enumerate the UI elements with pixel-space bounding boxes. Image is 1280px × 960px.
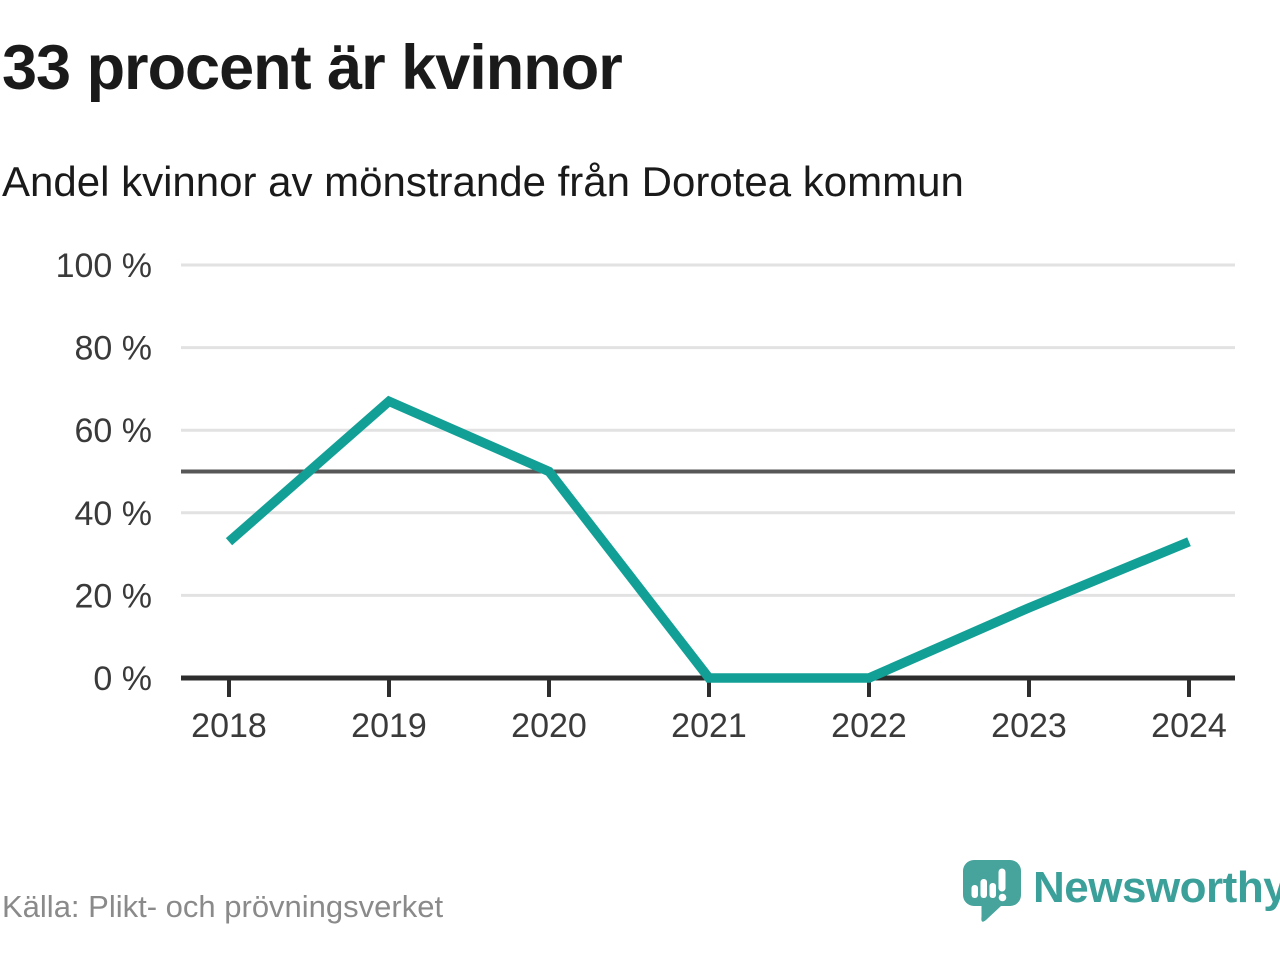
x-tick-label: 2024 xyxy=(1151,707,1227,745)
logo-bar-tall xyxy=(980,879,987,898)
x-tick-label: 2019 xyxy=(351,707,427,745)
y-tick-label: 0 % xyxy=(93,660,152,698)
x-tick-label: 2022 xyxy=(831,707,907,745)
x-tick-label: 2018 xyxy=(191,707,267,745)
brand-name: Newsworthy xyxy=(1033,863,1280,912)
y-tick-label: 40 % xyxy=(75,495,153,533)
logo-exclamation-bar xyxy=(998,868,1006,892)
y-tick-label: 60 % xyxy=(75,412,153,450)
source-attribution: Källa: Plikt- och prövningsverket xyxy=(2,889,444,924)
x-tick-label: 2023 xyxy=(991,707,1067,745)
y-tick-label: 20 % xyxy=(75,577,153,615)
y-tick-label: 80 % xyxy=(75,330,153,368)
logo-bar-medium xyxy=(989,883,996,898)
chart-subtitle: Andel kvinnor av mönstrande från Dorotea… xyxy=(2,158,964,205)
x-tick-label: 2020 xyxy=(511,707,587,745)
data-line xyxy=(225,395,1191,683)
newsworthy-bubble-icon xyxy=(963,860,1021,922)
logo-exclamation-dot xyxy=(998,893,1007,902)
brand-logo: Newsworthy xyxy=(963,860,1280,922)
logo-bar-small xyxy=(971,885,978,898)
x-tick-label: 2021 xyxy=(671,707,747,745)
page-title: 33 procent är kvinnor xyxy=(2,33,623,103)
y-tick-label: 100 % xyxy=(56,247,152,285)
line-chart: 0 % 20 % 40 % 60 % 80 % 100 % 2018 2019 2020 2021… xyxy=(56,247,1235,745)
